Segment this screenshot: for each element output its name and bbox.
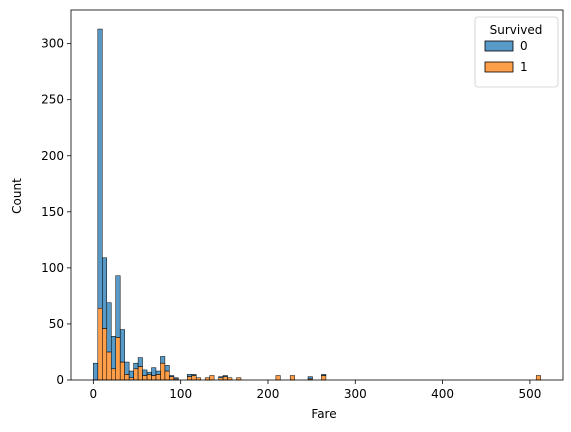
bar-survived-0 [321, 374, 327, 376]
bar-survived-1 [155, 374, 161, 381]
bar-survived-1 [115, 337, 121, 381]
y-tick-label: 200 [41, 149, 64, 163]
x-tick-label: 100 [169, 387, 192, 401]
bar-survived-0 [164, 365, 170, 372]
bar-survived-1 [289, 375, 295, 381]
bar-survived-0 [155, 370, 161, 375]
bar-survived-0 [102, 257, 108, 329]
bar-survived-1 [321, 375, 327, 381]
x-tick-label: 0 [90, 387, 98, 401]
bar-survived-0 [115, 275, 121, 338]
y-tick-label: 100 [41, 261, 64, 275]
x-axis-label: Fare [311, 407, 336, 421]
bar-survived-1 [110, 368, 116, 381]
x-tick-label: 500 [518, 387, 541, 401]
bar-survived-1 [106, 351, 112, 381]
bars-layer [93, 28, 541, 381]
legend: Survived 0 1 [474, 16, 559, 88]
y-tick-label: 50 [49, 317, 64, 331]
bar-survived-0 [110, 336, 116, 370]
bar-survived-1 [124, 374, 130, 381]
bar-survived-1 [137, 366, 143, 381]
bar-survived-0 [133, 362, 139, 370]
bar-survived-0 [93, 362, 99, 381]
legend-swatch-1 [484, 61, 514, 73]
bar-survived-1 [146, 374, 152, 381]
bar-survived-0 [124, 361, 130, 375]
x-tick-label: 200 [257, 387, 280, 401]
bar-survived-1 [133, 368, 139, 381]
bar-survived-0 [187, 374, 192, 377]
bar-survived-1 [119, 361, 125, 381]
bar-survived-0 [119, 329, 125, 363]
y-tick-label: 150 [41, 205, 64, 219]
bar-survived-1 [151, 375, 157, 381]
y-tick-label: 0 [56, 373, 64, 387]
bar-survived-1 [275, 375, 281, 381]
bar-survived-0 [106, 302, 112, 353]
bar-survived-0 [142, 369, 148, 376]
bar-survived-1 [164, 370, 170, 381]
y-tick-label: 300 [41, 37, 64, 51]
bar-survived-1 [97, 307, 103, 381]
bar-survived-0 [151, 367, 157, 376]
bar-survived-1 [187, 376, 192, 381]
bar-survived-1 [191, 375, 197, 381]
bar-survived-1 [169, 376, 175, 381]
bar-survived-1 [160, 362, 166, 381]
plot-frame [70, 9, 564, 381]
y-tick-label: 250 [41, 93, 64, 107]
bar-survived-1 [142, 375, 148, 381]
y-axis: 0 50 100 150 200 250 300 [41, 37, 71, 387]
x-axis: 0 100 200 300 400 500 [90, 380, 541, 401]
bar-survived-0 [137, 357, 143, 367]
bar-survived-1 [222, 376, 228, 381]
bar-survived-0 [146, 371, 152, 375]
x-tick-label: 400 [431, 387, 454, 401]
bar-survived-0 [173, 377, 179, 380]
bar-survived-1 [102, 328, 108, 381]
legend-entry-0: 0 [520, 39, 528, 53]
bar-survived-0 [160, 356, 166, 364]
x-tick-label: 300 [344, 387, 367, 401]
bar-survived-0 [169, 375, 175, 377]
legend-swatch-0 [484, 40, 514, 52]
y-axis-label: Count [10, 178, 24, 214]
legend-title: Survived [490, 23, 543, 37]
bar-survived-0 [307, 376, 313, 380]
bar-survived-0 [128, 370, 134, 379]
bar-survived-0 [191, 374, 197, 376]
bar-survived-0 [97, 28, 103, 309]
bar-survived-1 [209, 375, 215, 381]
legend-entry-1: 1 [520, 60, 528, 74]
bar-survived-0 [222, 375, 228, 377]
bar-survived-0 [218, 376, 224, 379]
bar-survived-1 [535, 375, 541, 381]
